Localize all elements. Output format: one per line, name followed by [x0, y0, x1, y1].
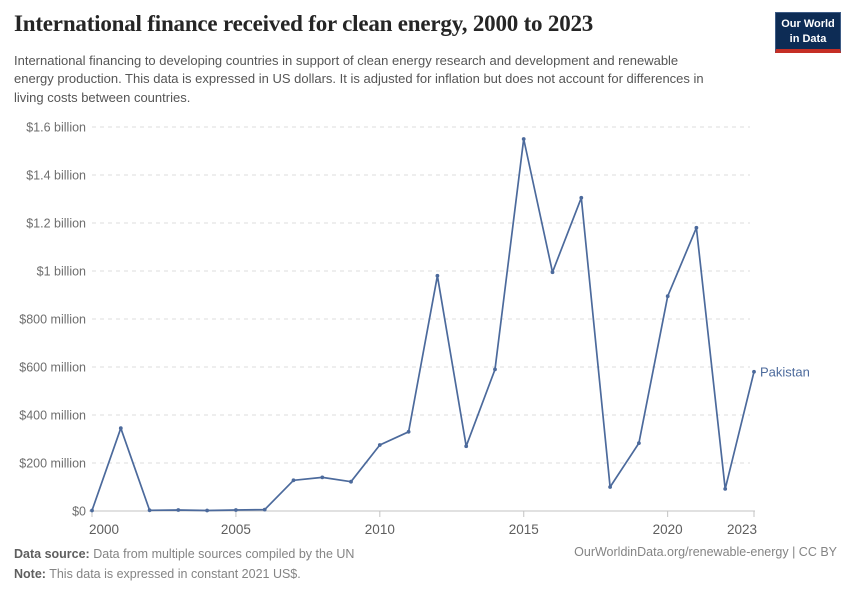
data-point[interactable]	[406, 429, 411, 434]
y-tick-label: $800 million	[19, 313, 86, 327]
note-line: Note: This data is expressed in constant…	[14, 564, 354, 584]
y-tick-label: $1.6 billion	[26, 121, 86, 135]
data-point[interactable]	[349, 479, 353, 484]
data-source-label: Data source:	[14, 547, 90, 561]
data-point[interactable]	[435, 273, 440, 278]
data-source-text: Data from multiple sources compiled by t…	[93, 547, 355, 561]
line-series-pakistan[interactable]	[91, 138, 755, 512]
y-tick-label: $600 million	[19, 361, 86, 375]
owid-logo: Our World in Data	[775, 12, 841, 54]
note-text: This data is expressed in constant 2021 …	[49, 567, 301, 582]
x-tick-label: 2020	[653, 522, 683, 537]
chart-subtitle: International financing to developing co…	[14, 53, 704, 105]
x-tick-label: 2010	[365, 522, 395, 537]
y-tick-label: $0	[72, 505, 86, 519]
attribution-link: OurWorldinData.org/renewable-energy | CC…	[574, 545, 837, 559]
data-point[interactable]	[464, 444, 469, 449]
chart-plot-area[interactable]: $0 $200 million $400 million $600 million $8…	[0, 114, 850, 540]
chart-title: International finance received for clean…	[14, 11, 594, 36]
data-point[interactable]	[637, 441, 641, 445]
owid-logo-line2: in Data	[789, 32, 827, 45]
y-tick-label: $400 million	[19, 409, 86, 423]
owid-logo-line1: Our World	[781, 18, 835, 30]
y-tick-label: $200 million	[19, 457, 86, 471]
note-label: Note:	[14, 567, 46, 582]
series-end-label: Pakistan	[760, 364, 810, 379]
data-point[interactable]	[723, 487, 728, 491]
data-source-line: Data source: Data from multiple sources …	[14, 544, 354, 564]
data-point[interactable]	[377, 443, 382, 447]
data-point[interactable]	[694, 225, 699, 230]
data-point[interactable]	[118, 426, 123, 431]
data-point[interactable]	[205, 508, 210, 513]
y-tick-label: $1 billion	[37, 265, 86, 279]
data-point[interactable]	[234, 508, 238, 512]
data-point[interactable]	[176, 508, 181, 512]
data-point[interactable]	[665, 294, 670, 299]
data-point[interactable]	[90, 508, 94, 513]
data-point[interactable]	[493, 367, 497, 372]
data-point[interactable]	[579, 195, 584, 200]
x-tick-label: 2005	[221, 522, 251, 537]
data-point[interactable]	[320, 475, 325, 480]
chart-footer-notes: Data source: Data from multiple sources …	[14, 544, 354, 585]
data-point[interactable]	[550, 270, 555, 275]
x-tick-label: 2023	[727, 522, 757, 537]
y-tick-label: $1.4 billion	[26, 169, 86, 183]
data-point[interactable]	[262, 507, 267, 512]
x-tick-label: 2015	[509, 522, 539, 537]
y-tick-label: $1.2 billion	[26, 217, 86, 231]
x-tick-label: 2000	[89, 522, 119, 537]
data-point[interactable]	[147, 508, 152, 513]
data-point[interactable]	[521, 137, 526, 141]
data-point[interactable]	[752, 369, 756, 374]
data-point[interactable]	[608, 485, 612, 489]
data-point[interactable]	[291, 478, 296, 483]
